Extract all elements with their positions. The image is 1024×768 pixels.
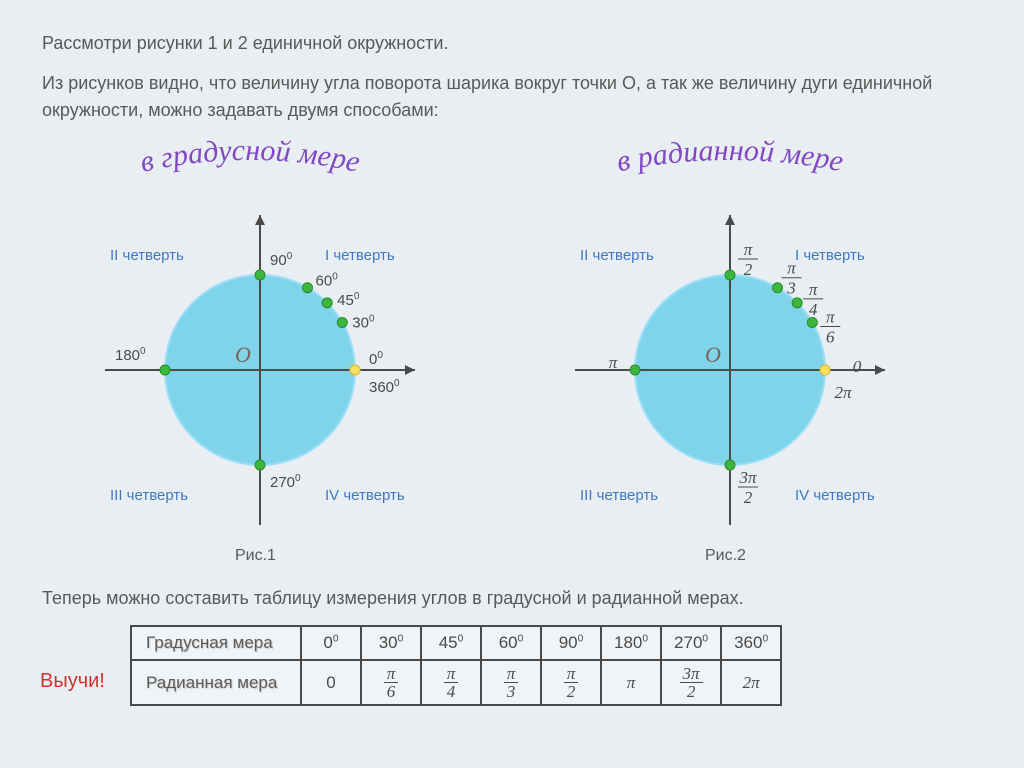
degree-cell: 450 [421,626,481,660]
svg-text:2: 2 [744,260,753,279]
row-degree-label: Градусная мера [131,626,301,660]
degree-cell: 600 [481,626,541,660]
svg-text:II четверть: II четверть [110,247,184,264]
svg-text:π: π [826,308,835,327]
svg-text:2π: 2π [834,383,852,402]
svg-text:III четверть: III четверть [110,487,188,504]
degree-cell: 2700 [661,626,721,660]
heading-radian: в радианной мере [530,135,930,195]
svg-text:3600: 3600 [369,378,400,396]
svg-text:0: 0 [853,357,862,376]
svg-text:2: 2 [744,488,753,507]
radian-cell: 2π [721,660,781,705]
svg-text:4: 4 [809,300,818,319]
svg-text:I четверть: I четверть [325,247,395,264]
svg-text:2700: 2700 [270,473,301,491]
svg-text:3: 3 [786,279,796,298]
radian-cell: π2 [541,660,601,705]
radian-cell: π6 [361,660,421,705]
degree-cell: 900 [541,626,601,660]
radian-unit-circle: I четверть II четверть III четверть IV ч… [530,190,950,570]
radian-cell: 0 [301,660,361,705]
svg-text:I четверть: I четверть [795,247,865,264]
svg-text:в радианной мере: в радианной мере [614,135,846,178]
svg-text:1800: 1800 [115,346,146,364]
degree-cell: 00 [301,626,361,660]
svg-text:300: 300 [352,314,375,332]
degree-cell: 3600 [721,626,781,660]
svg-text:O: O [705,342,721,367]
table-intro: Теперь можно составить таблицу измерения… [42,585,744,612]
radian-cell: π4 [421,660,481,705]
conversion-table: Градусная мера 0030045060090018002700360… [130,625,782,706]
svg-text:π: π [609,353,618,372]
svg-text:IV четверть: IV четверть [795,487,875,504]
intro-line-2: Из рисунков видно, что величину угла пов… [42,70,984,124]
svg-text:IV четверть: IV четверть [325,487,405,504]
svg-text:π: π [809,280,818,299]
svg-text:π: π [787,259,796,278]
heading-degree: в градусной мере [60,135,440,195]
svg-text:6: 6 [826,328,835,347]
learn-label: Выучи! [40,670,105,693]
degree-cell: 300 [361,626,421,660]
svg-text:900: 900 [270,251,293,269]
degree-cell: 1800 [601,626,661,660]
svg-text:в градусной мере: в градусной мере [137,135,363,179]
intro-line-1: Рассмотри рисунки 1 и 2 единичной окружн… [42,30,448,57]
svg-text:III четверть: III четверть [580,487,658,504]
svg-text:3π: 3π [738,468,757,487]
svg-text:Рис.2: Рис.2 [705,547,746,564]
radian-cell: 3π2 [661,660,721,705]
svg-text:II четверть: II четверть [580,247,654,264]
radian-cell: π [601,660,661,705]
svg-text:00: 00 [369,350,383,368]
svg-text:600: 600 [316,272,339,290]
row-radian-label: Радианная мера [131,660,301,705]
degree-unit-circle: I четверть II четверть III четверть IV ч… [60,190,460,570]
svg-text:O: O [235,342,251,367]
svg-text:Рис.1: Рис.1 [235,547,276,564]
svg-text:π: π [744,240,753,259]
radian-cell: π3 [481,660,541,705]
svg-text:450: 450 [337,291,360,309]
